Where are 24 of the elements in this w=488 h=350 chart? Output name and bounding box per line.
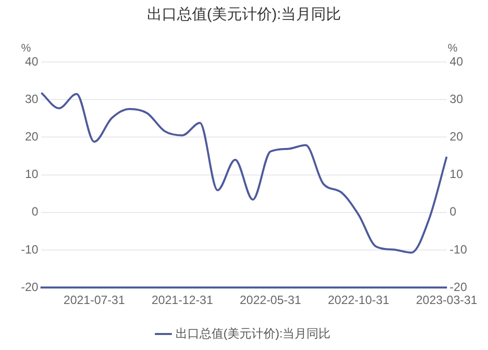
x-tick-label: 2022-05-31	[240, 293, 302, 308]
y-tick-label: 20	[24, 130, 39, 144]
y-tick-label: 30	[24, 92, 39, 106]
x-tick-label: 2021-12-31	[152, 293, 214, 308]
x-tick-label: 2023-03-31	[416, 293, 478, 308]
legend-label: 出口总值(美元计价):当月同比	[175, 326, 331, 340]
y-tick-label: 10	[24, 167, 39, 182]
y-axis-title: %	[21, 42, 32, 55]
y2-tick-label: -10	[450, 242, 468, 256]
y2-tick-label: 40	[450, 54, 464, 68]
x-tick-label: 2021-07-31	[64, 293, 126, 308]
y2-tick-label: 10	[450, 167, 464, 182]
y2-tick-label: 30	[450, 92, 464, 106]
x-tick-label: 2022-10-31	[328, 293, 390, 308]
y-tick-label: -20	[21, 280, 39, 294]
y-tick-label: -10	[21, 242, 39, 256]
y2-tick-label: 20	[450, 130, 464, 144]
line-series	[40, 92, 448, 254]
y-tick-label: 40	[24, 54, 39, 68]
y2-axis-title: %	[448, 42, 458, 55]
chart-title: 出口总值(美元计价):当月同比	[146, 6, 342, 24]
y2-tick-label: 0	[450, 204, 457, 219]
y2-tick-label: -20	[450, 280, 468, 294]
y-tick-label: 0	[32, 204, 39, 219]
